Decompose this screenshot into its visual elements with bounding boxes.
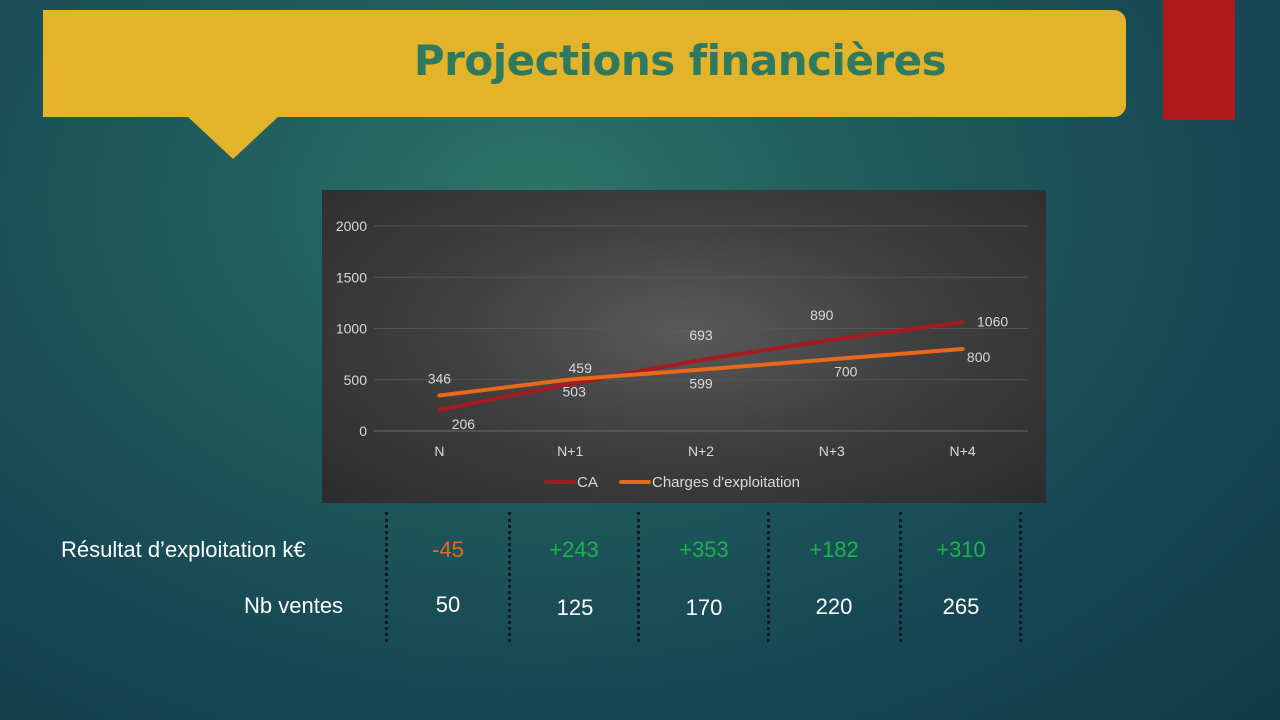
data-label: 503 xyxy=(563,383,587,399)
result-value: +353 xyxy=(679,537,729,562)
title-banner xyxy=(43,10,1126,117)
legend-label: CA xyxy=(577,474,598,491)
accent-tab xyxy=(1163,0,1235,120)
line-chart: 0 500 1000 1500 2000 N N+1 N+2 N+3 N+4 206 459 693 89… xyxy=(322,190,1046,503)
banner-pointer xyxy=(187,116,279,159)
data-label: 1060 xyxy=(977,313,1008,329)
data-label: 346 xyxy=(428,371,452,387)
sales-row-label: Nb ventes xyxy=(244,593,344,618)
y-tick-label: 2000 xyxy=(336,218,367,234)
x-tick-label: N+1 xyxy=(557,443,583,459)
sales-value: 50 xyxy=(435,592,461,617)
x-tick-label: N+3 xyxy=(819,443,845,459)
sales-value: 170 xyxy=(685,595,723,620)
sales-value: 265 xyxy=(942,594,980,619)
chart-svg: 0 500 1000 1500 2000 N N+1 N+2 N+3 N+4 206 459 693 89… xyxy=(336,218,1028,491)
result-value: -45 xyxy=(432,537,464,562)
series-line-ca xyxy=(437,320,965,412)
column-divider xyxy=(385,512,388,642)
column-divider xyxy=(508,512,511,642)
y-tick-label: 500 xyxy=(344,372,368,388)
result-value: +182 xyxy=(809,537,859,562)
column-divider xyxy=(899,512,902,642)
result-value: +310 xyxy=(936,537,986,562)
y-tick-label: 0 xyxy=(359,423,367,439)
data-label: 459 xyxy=(569,360,593,376)
column-divider xyxy=(1019,512,1022,642)
data-label: 890 xyxy=(810,307,834,323)
data-label: 800 xyxy=(967,349,991,365)
data-label: 206 xyxy=(452,416,476,432)
x-tick-label: N xyxy=(434,443,444,459)
series-line-charges xyxy=(437,347,965,398)
column-divider xyxy=(637,512,640,642)
result-row-label: Résultat d’exploitation k€ xyxy=(61,537,306,562)
sales-value: 220 xyxy=(815,594,853,619)
data-label: 599 xyxy=(689,376,713,392)
result-value: +243 xyxy=(549,537,599,562)
sales-value: 125 xyxy=(556,595,594,620)
column-divider xyxy=(767,512,770,642)
y-tick-label: 1000 xyxy=(336,321,367,337)
data-label: 700 xyxy=(834,363,858,379)
data-label: 693 xyxy=(689,327,713,343)
slide-title: Projections financières xyxy=(413,36,947,85)
y-tick-label: 1500 xyxy=(336,269,367,285)
legend-label: Charges d'exploitation xyxy=(652,474,800,491)
x-tick-label: N+4 xyxy=(950,443,976,459)
x-tick-label: N+2 xyxy=(688,443,714,459)
